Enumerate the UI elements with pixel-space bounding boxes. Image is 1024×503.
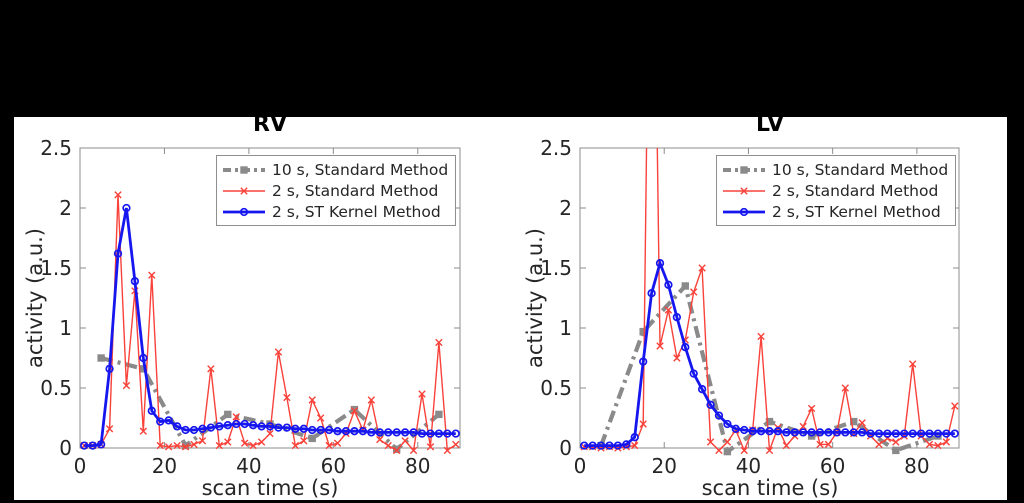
x-axis-label-rv: scan time (s) <box>201 476 339 500</box>
y-tick-label: 0 <box>59 436 72 460</box>
legend-line-sample-blue-icon <box>223 207 265 216</box>
panel-lv <box>579 147 960 456</box>
x-tick-label: 80 <box>904 454 930 478</box>
legend-item-red: 2 s, Standard Method <box>722 180 950 201</box>
axes-box <box>79 147 461 449</box>
legend-item-gray: 10 s, Standard Method <box>722 159 950 180</box>
x-tick-label: 60 <box>320 454 347 478</box>
x-tick-label: 60 <box>819 454 846 478</box>
legend-item-blue: 2 s, ST Kernel Method <box>722 201 950 222</box>
y-axis-label-rv: activity (a.u.) <box>23 228 47 368</box>
legend-label: 2 s, ST Kernel Method <box>272 202 441 221</box>
legend-label: 10 s, Standard Method <box>772 160 949 179</box>
x-tick-label: 40 <box>236 454 262 478</box>
y-tick-label: 2 <box>59 196 72 220</box>
x-tick-label: 20 <box>151 454 178 478</box>
rv-circle-series-line <box>84 207 456 447</box>
rv-square-series-markers <box>97 354 443 453</box>
legend-label: 2 s, Standard Method <box>772 181 939 200</box>
lv-circle-series-markers <box>580 259 959 450</box>
legend-item-gray: 10 s, Standard Method <box>222 159 450 180</box>
y-tick-label: 2.5 <box>540 136 572 160</box>
x-tick-label: 80 <box>405 454 431 478</box>
y-tick-label: 0 <box>559 436 572 460</box>
y-tick-label: 2.5 <box>40 136 72 160</box>
legend-line-sample-red-icon <box>723 186 765 195</box>
legend-line-sample-gray-icon <box>723 165 765 174</box>
x-tick-label: 0 <box>73 454 87 478</box>
rv-x-series-markers <box>80 191 460 455</box>
panel-rv <box>79 147 461 455</box>
y-tick-label: 2 <box>559 196 572 220</box>
panel-title-rv: RV <box>253 112 287 137</box>
y-tick-label: 1.5 <box>540 256 572 280</box>
x-axis-label-lv: scan time (s) <box>701 476 839 500</box>
y-tick-label: 1.5 <box>40 256 72 280</box>
x-tick-label: 0 <box>573 454 587 478</box>
panel-title-lv: LV <box>755 112 784 137</box>
legend-lv: 10 s, Standard Method 2 s, Standard Meth… <box>716 155 956 226</box>
y-axis-label-lv: activity (a.u.) <box>523 228 547 368</box>
lv-square-series-line <box>599 281 939 456</box>
legend-label: 10 s, Standard Method <box>272 160 449 179</box>
y-tick-label: 1 <box>559 316 572 340</box>
y-tick-label: 0.5 <box>40 376 72 400</box>
y-tick-label: 0.5 <box>540 376 572 400</box>
legend-label: 2 s, ST Kernel Method <box>772 202 941 221</box>
legend-line-sample-gray-icon <box>223 165 265 174</box>
legend-item-red: 2 s, Standard Method <box>222 180 450 201</box>
x-tick-label: 20 <box>651 454 677 478</box>
x-tick-label: 40 <box>735 454 762 478</box>
legend-line-sample-red-icon <box>223 186 265 195</box>
legend-item-blue: 2 s, ST Kernel Method <box>222 201 450 222</box>
legend-line-sample-blue-icon <box>723 207 765 216</box>
y-tick-label: 1 <box>59 316 72 340</box>
legend-label: 2 s, Standard Method <box>272 181 439 200</box>
legend-rv: 10 s, Standard Method 2 s, Standard Meth… <box>216 155 456 226</box>
rv-circle-series-markers <box>80 203 460 450</box>
